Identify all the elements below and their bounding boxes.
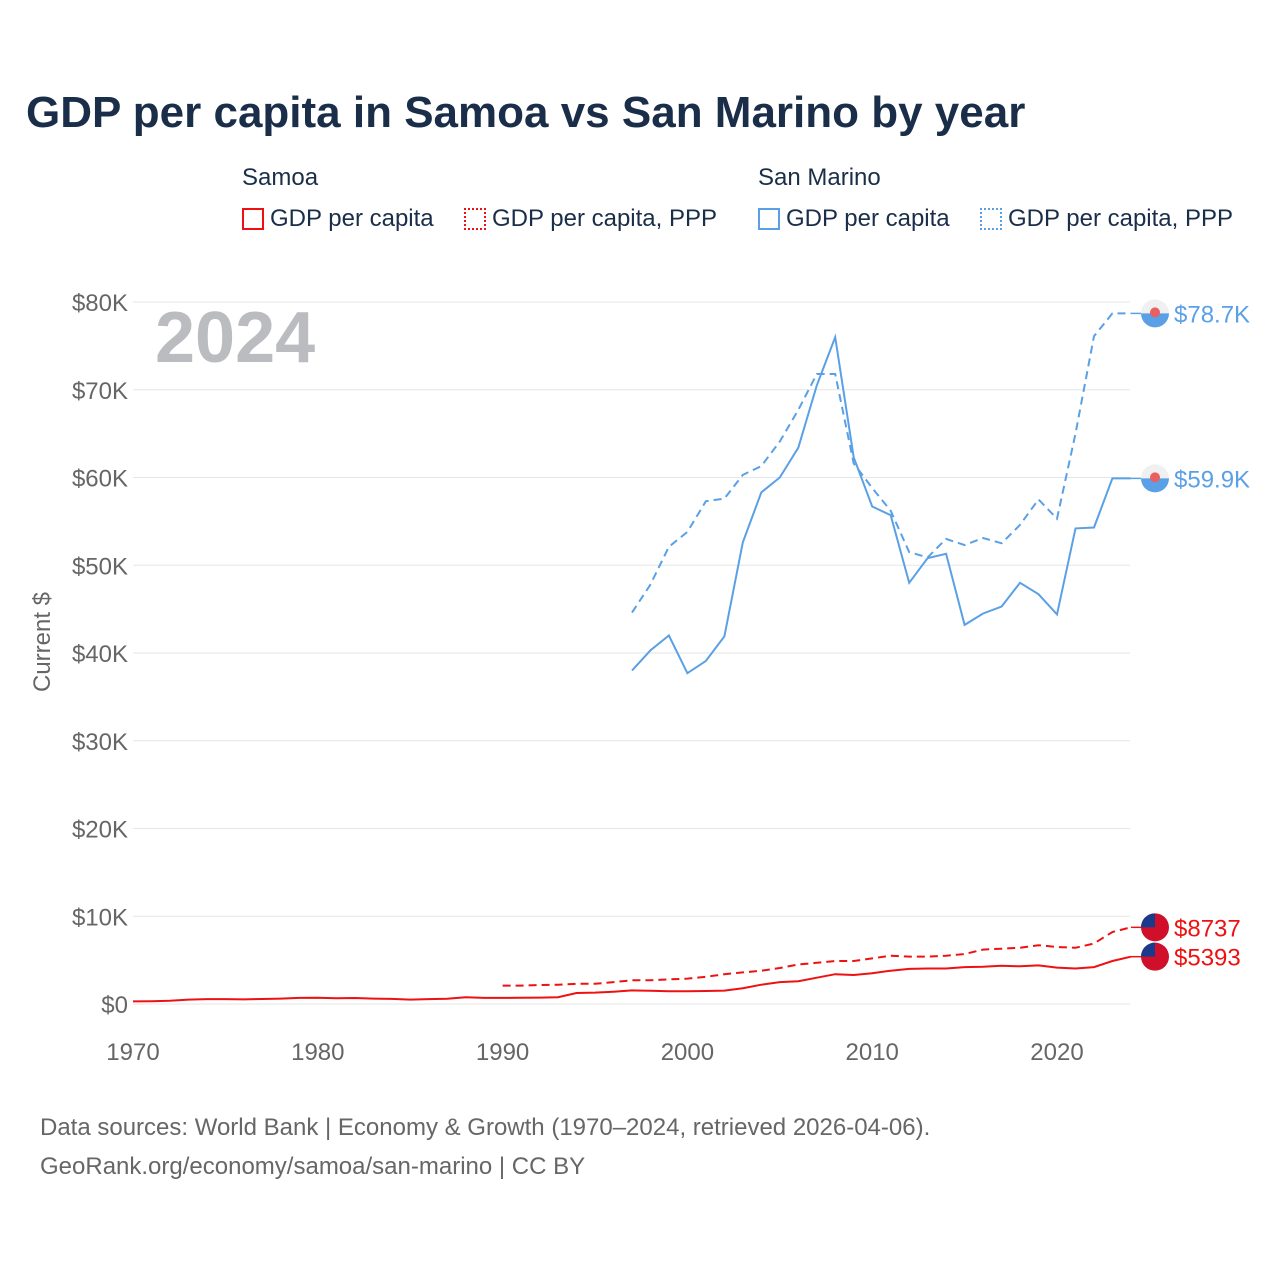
legend-swatch [242, 208, 264, 230]
y-tick-label: $80K [72, 290, 128, 317]
x-tick-label: 2010 [846, 1039, 899, 1066]
x-tick-label: 2000 [661, 1039, 714, 1066]
y-axis-label: Current $ [29, 592, 56, 692]
y-tick-label: $40K [72, 641, 128, 668]
legend-samoa-gdp[interactable]: GDP per capita [242, 205, 434, 233]
series-line-0 [132, 955, 1132, 1003]
legend-label: GDP per capita, PPP [492, 205, 717, 232]
end-value-label: $8737 [1174, 915, 1241, 942]
source-link[interactable]: GeoRank.org/economy/samoa/san-marino | C… [40, 1153, 586, 1180]
flag-part [1141, 478, 1169, 493]
y-tick-label: $70K [72, 378, 128, 405]
x-tick-label: 1990 [476, 1039, 529, 1066]
y-tick-label: $30K [72, 729, 128, 756]
source-line: Data sources: World Bank | Economy & Gro… [40, 1114, 931, 1141]
year-watermark: 2024 [155, 298, 315, 378]
end-value-label: $78.7K [1174, 301, 1250, 328]
legend-samoa-ppp[interactable]: GDP per capita, PPP [464, 205, 717, 233]
flag-canton [1141, 913, 1155, 928]
legend-sm-gdp[interactable]: GDP per capita [758, 205, 950, 233]
legend-group-samoa: Samoa [242, 164, 319, 191]
flag-canton [1141, 942, 1155, 957]
x-tick-label: 2020 [1030, 1039, 1083, 1066]
flag-part [1141, 313, 1169, 328]
series-line-3 [631, 312, 1131, 614]
series-line-1 [502, 926, 1132, 987]
legend-label: GDP per capita [786, 205, 950, 232]
legend-swatch [464, 208, 486, 230]
legend-swatch [980, 208, 1002, 230]
y-tick-label: $50K [72, 553, 128, 580]
legend-sm-ppp[interactable]: GDP per capita, PPP [980, 205, 1233, 233]
source-note: Data sources: World Bank | Economy & Gro… [40, 1108, 930, 1186]
chart-title: GDP per capita in Samoa vs San Marino by… [26, 88, 1026, 137]
end-value-label: $5393 [1174, 945, 1241, 972]
legend-group-san-marino: San Marino [758, 164, 881, 191]
legend-label: GDP per capita [270, 205, 434, 232]
legend-label: GDP per capita, PPP [1008, 205, 1233, 232]
legend-swatch [758, 208, 780, 230]
end-value-label: $59.9K [1174, 466, 1250, 493]
flag-emblem [1150, 307, 1160, 318]
y-tick-label: $10K [72, 904, 128, 931]
x-tick-label: 1970 [106, 1039, 159, 1066]
y-tick-label: $0 [101, 992, 128, 1019]
x-tick-label: 1980 [291, 1039, 344, 1066]
flag-emblem [1150, 472, 1160, 483]
y-tick-label: $20K [72, 817, 128, 844]
series-line-2 [631, 333, 1131, 675]
y-tick-label: $60K [72, 466, 128, 493]
